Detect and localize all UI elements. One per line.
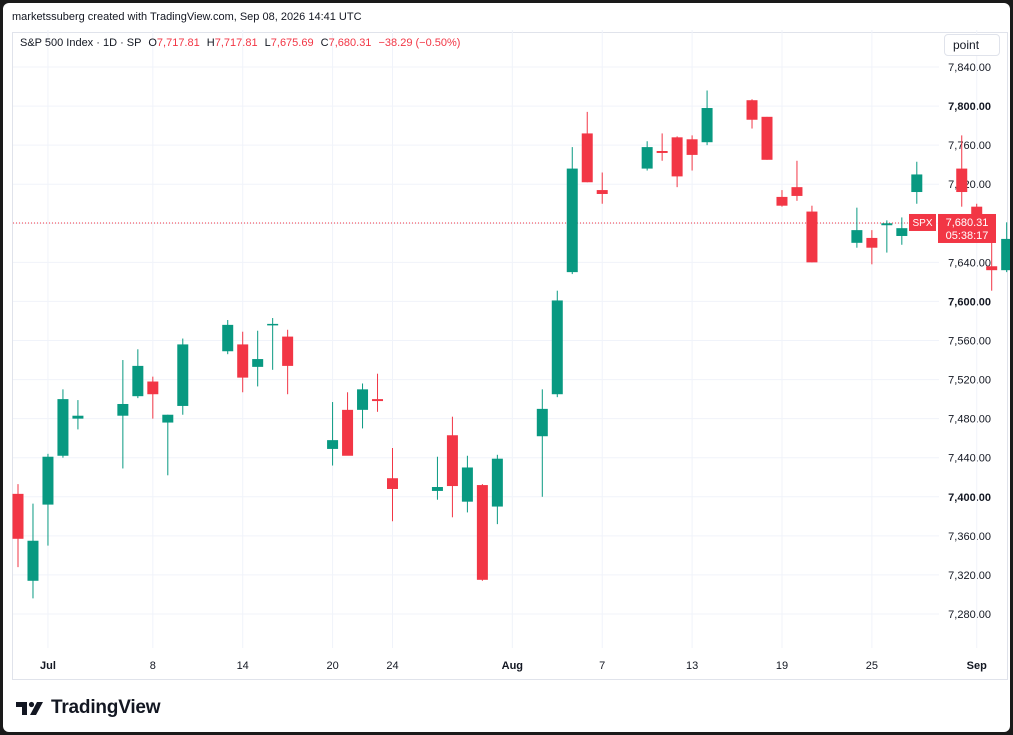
candle-body-up bbox=[162, 414, 174, 423]
candle-body-up bbox=[896, 228, 908, 236]
x-axis-tick-label: 7 bbox=[599, 660, 605, 672]
y-axis-tick-label: 7,840.00 bbox=[948, 62, 991, 74]
candle-body-up bbox=[252, 359, 264, 367]
ohlc-legend: S&P 500 Index · 1D · SP O7,717.81 H7,717… bbox=[20, 37, 460, 49]
candle-body-down bbox=[446, 435, 458, 487]
candle-body-down bbox=[656, 151, 668, 153]
x-axis-tick-label: 25 bbox=[866, 660, 878, 672]
candle-body-down bbox=[476, 485, 488, 580]
candle-body-down bbox=[686, 139, 698, 155]
candle-body-down bbox=[791, 187, 803, 196]
x-axis-tick-label: 20 bbox=[326, 660, 338, 672]
candle-body-up bbox=[881, 223, 893, 226]
candle-body-up bbox=[327, 440, 339, 449]
high-label: H bbox=[206, 37, 215, 49]
price-tag-symbol: SPX bbox=[912, 218, 932, 229]
y-axis-tick-label: 7,720.00 bbox=[948, 179, 991, 191]
candle-body-up bbox=[132, 365, 144, 397]
y-axis-tick-label: 7,440.00 bbox=[948, 453, 991, 465]
candle-body-up bbox=[536, 408, 548, 437]
tradingview-logo[interactable]: TradingView bbox=[15, 697, 161, 719]
y-axis-tick-label: 7,360.00 bbox=[948, 531, 991, 543]
candle-body-down bbox=[12, 493, 24, 539]
candle-body-up bbox=[117, 403, 129, 416]
candle-body-up bbox=[1001, 238, 1010, 271]
candle-body-down bbox=[866, 237, 878, 248]
candle-body-down bbox=[581, 133, 593, 183]
plot-area-border bbox=[12, 32, 1008, 680]
y-axis-tick-label: 7,520.00 bbox=[948, 375, 991, 387]
x-axis-tick-label: Sep bbox=[967, 660, 987, 672]
candle-body-down bbox=[596, 190, 608, 194]
candle-body-up bbox=[57, 399, 69, 456]
low-value: 7,675.69 bbox=[270, 37, 314, 49]
scale-button[interactable]: point bbox=[944, 34, 1000, 56]
candle-body-up bbox=[267, 323, 279, 326]
change-value: −38.29 (−0.50%) bbox=[378, 37, 461, 49]
x-axis-tick-label: 14 bbox=[237, 660, 249, 672]
candle-body-up bbox=[701, 108, 713, 143]
chart-window: marketssuberg created with TradingView.c… bbox=[3, 3, 1010, 732]
price-tag-value: 7,680.31 bbox=[946, 217, 989, 229]
high-value: 7,717.81 bbox=[214, 37, 258, 49]
candle-body-up bbox=[27, 540, 39, 581]
y-axis-tick-label: 7,560.00 bbox=[948, 336, 991, 348]
price-tag-box bbox=[938, 213, 996, 243]
candle-body-up bbox=[431, 487, 443, 491]
candle-body-down bbox=[746, 100, 758, 120]
candle-body-up bbox=[491, 458, 503, 507]
candle-body-up bbox=[72, 415, 84, 419]
y-axis-tick-label: 7,640.00 bbox=[948, 257, 991, 269]
candle-body-down bbox=[237, 344, 249, 378]
candle-body-down bbox=[956, 168, 968, 193]
candle-body-down bbox=[671, 137, 683, 177]
price-tag-symbol-box bbox=[909, 213, 936, 231]
candle-body-up bbox=[551, 300, 563, 395]
x-axis-tick-label: 24 bbox=[386, 660, 398, 672]
candle-body-down bbox=[372, 399, 384, 402]
candle-body-down bbox=[761, 116, 773, 160]
y-axis-tick-label: 7,760.00 bbox=[948, 140, 991, 152]
open-label: O bbox=[148, 37, 157, 49]
candle-body-up bbox=[177, 344, 189, 406]
candle-body-down bbox=[971, 206, 983, 216]
open-value: 7,717.81 bbox=[156, 37, 200, 49]
candle-body-down bbox=[342, 409, 354, 456]
x-axis-tick-label: 13 bbox=[686, 660, 698, 672]
close-label: C bbox=[320, 37, 329, 49]
candle-body-down bbox=[282, 336, 294, 366]
candle-body-up bbox=[641, 147, 653, 169]
candle-body-up bbox=[222, 324, 234, 352]
candle-body-down bbox=[776, 196, 788, 206]
low-label: L bbox=[264, 37, 271, 49]
x-axis-tick-label: Jul bbox=[40, 660, 56, 672]
symbol-description[interactable]: S&P 500 Index · 1D · SP bbox=[20, 37, 142, 49]
y-axis-tick-label: 7,600.00 bbox=[948, 296, 991, 308]
x-axis-tick-label: Aug bbox=[502, 660, 523, 672]
candle-body-up bbox=[461, 467, 473, 502]
candle-body-down bbox=[387, 478, 398, 489]
y-axis-tick-label: 7,320.00 bbox=[948, 570, 991, 582]
candle-body-up bbox=[566, 168, 578, 273]
candle-body-down bbox=[806, 211, 818, 263]
price-tag-countdown: 05:38:17 bbox=[946, 230, 989, 242]
candle-body-down bbox=[986, 266, 998, 271]
x-axis-tick-label: 8 bbox=[150, 660, 156, 672]
candle-body-up bbox=[357, 389, 369, 410]
tradingview-logo-icon bbox=[16, 701, 43, 715]
candle-body-up bbox=[42, 456, 54, 505]
close-value: 7,680.31 bbox=[328, 37, 372, 49]
chart-credit: marketssuberg created with TradingView.c… bbox=[12, 11, 362, 23]
x-axis-tick-label: 19 bbox=[776, 660, 788, 672]
y-axis-tick-label: 7,400.00 bbox=[948, 492, 991, 504]
candle-body-down bbox=[147, 381, 159, 395]
candle-body-up bbox=[851, 230, 863, 243]
candle-body-up bbox=[911, 174, 923, 193]
price-chart[interactable]: 7,840.007,800.007,760.007,720.007,680.00… bbox=[3, 3, 1010, 732]
y-axis-tick-label: 7,480.00 bbox=[948, 414, 991, 426]
y-axis-tick-label: 7,280.00 bbox=[948, 609, 991, 621]
y-axis-tick-label: 7,800.00 bbox=[948, 101, 991, 113]
tradingview-logo-text: TradingView bbox=[51, 697, 161, 718]
